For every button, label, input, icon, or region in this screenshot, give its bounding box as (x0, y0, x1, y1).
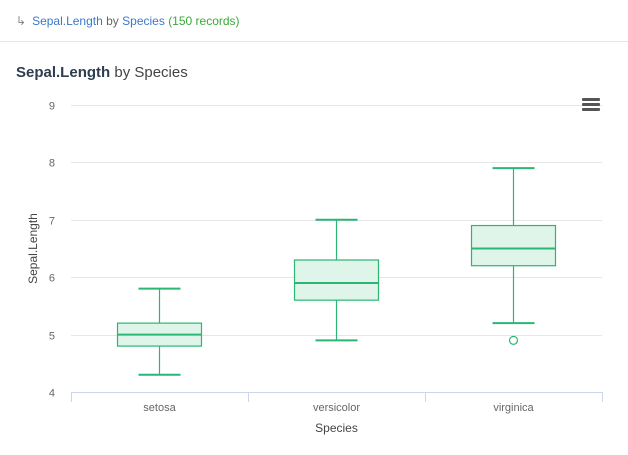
breadcrumb-group-link[interactable]: Species (122, 14, 165, 28)
hamburger-menu-icon[interactable] (582, 98, 600, 112)
y-tick-label: 9 (49, 101, 55, 113)
chart-title-rest: by Species (110, 64, 188, 81)
outlier-point (508, 335, 519, 345)
x-tick-label: setosa (143, 402, 176, 414)
breadcrumb: ↳ Sepal.Length by Species (150 records) (0, 0, 628, 42)
y-tick-label: 5 (49, 331, 55, 343)
breadcrumb-variable-link[interactable]: Sepal.Length (32, 14, 103, 28)
chart-title-variable: Sepal.Length (16, 64, 111, 81)
box-virginica (470, 224, 557, 267)
return-arrow-icon: ↳ (16, 14, 27, 28)
breadcrumb-by: by (102, 14, 123, 28)
record-count: (150 records) (168, 14, 240, 28)
x-axis-title: Species (315, 421, 358, 435)
y-axis-title: Sepal.Length (26, 213, 40, 284)
y-tick-label: 8 (49, 158, 55, 170)
x-tick-label: versicolor (313, 402, 360, 414)
x-tick-label: virginica (493, 402, 534, 414)
box-versicolor (293, 259, 380, 301)
y-tick-label: 7 (49, 216, 55, 228)
y-tick-label: 6 (49, 273, 55, 285)
y-tick-label: 4 (49, 388, 55, 400)
chart-title: Sepal.Length by Species (16, 64, 188, 81)
